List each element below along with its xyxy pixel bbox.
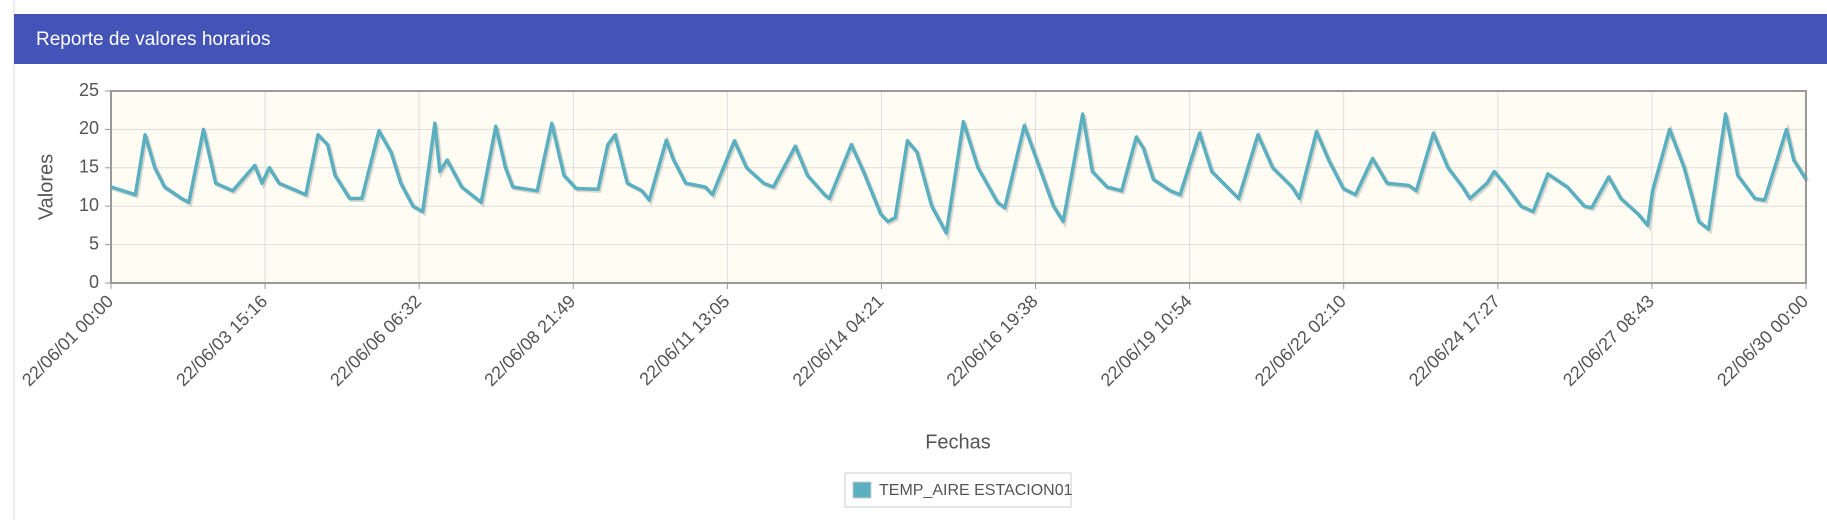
x-tick-label: 22/06/03 15:16 [172,291,271,390]
x-tick-label: 22/06/30 00:00 [1713,291,1812,390]
x-tick-label: 22/06/08 21:49 [480,291,579,390]
y-tick-label: 5 [89,233,99,253]
x-tick-label: 22/06/01 00:00 [18,291,117,390]
x-axis-label: Fechas [925,431,991,453]
y-axis-label: Valores [35,154,57,220]
y-tick-label: 20 [79,118,99,138]
y-tick-label: 25 [79,80,99,100]
legend-label: TEMP_AIRE ESTACION01 [879,482,1073,499]
line-series [110,112,1808,235]
legend-swatch [852,481,872,499]
header-bar [14,14,1827,64]
x-tick-label: 22/06/27 08:43 [1559,291,1658,390]
legend-box [844,472,1072,508]
x-tick-label: 22/06/11 13:05 [635,291,733,389]
x-tick-label: 22/06/06 06:32 [326,291,425,390]
header-title: Reporte de valores horarios [36,29,270,50]
plot-area [111,91,1806,283]
x-tick-label: 22/06/22 02:10 [1251,291,1350,390]
y-tick-label: 0 [89,272,99,292]
x-tick-label: 22/06/19 10:54 [1097,291,1196,390]
y-tick-label: 15 [79,157,99,177]
y-tick-label: 10 [79,195,99,215]
x-tick-label: 22/06/14 04:21 [789,291,888,390]
x-tick-label: 22/06/16 19:38 [943,291,1042,390]
x-tick-label: 22/06/24 17:27 [1405,291,1504,390]
